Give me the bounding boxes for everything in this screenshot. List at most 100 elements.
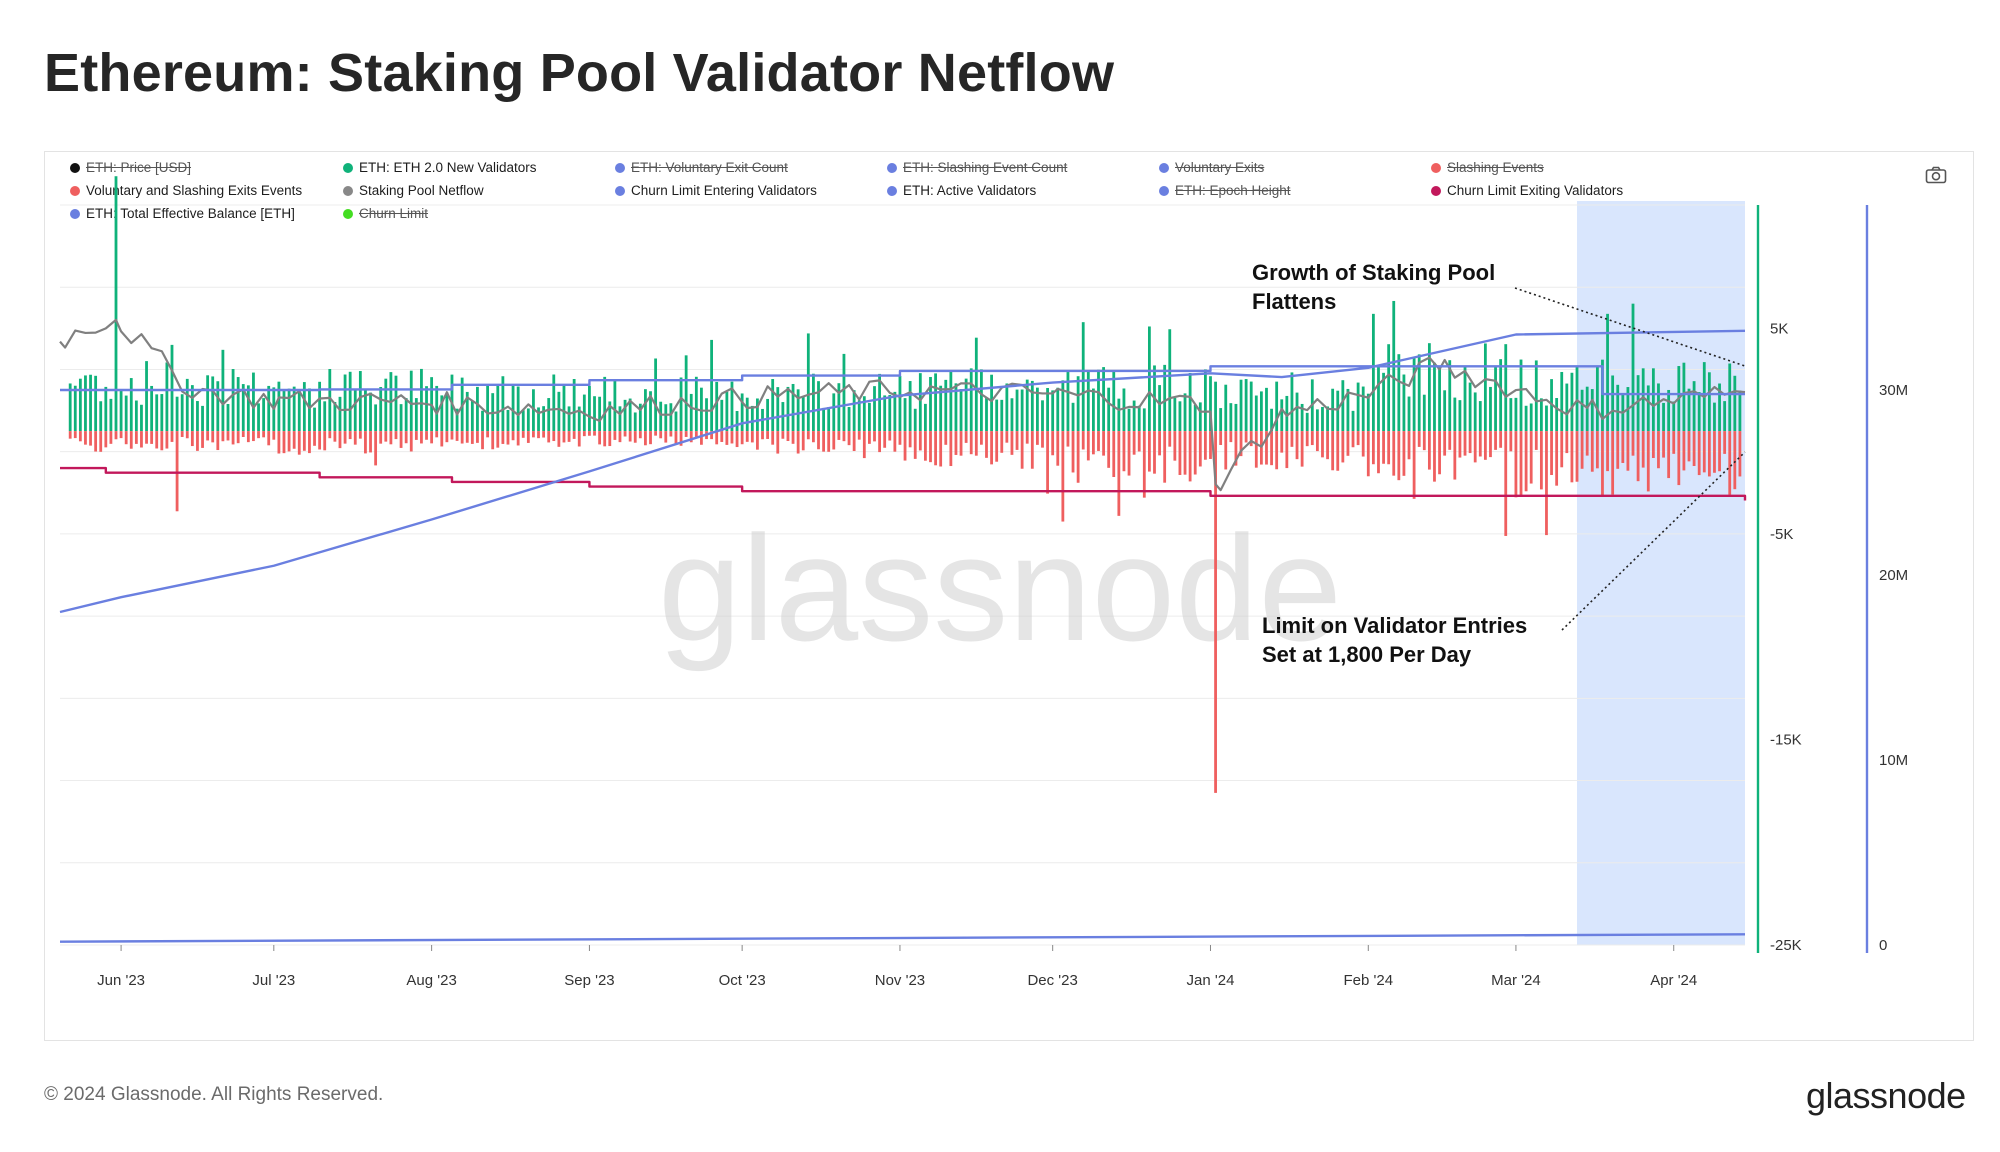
exits-bar (486, 431, 490, 438)
exits-bar (1524, 431, 1528, 492)
new-validators-bar (353, 389, 357, 432)
new-validators-bar (1713, 402, 1716, 432)
exits-bar (257, 431, 260, 439)
exits-bar (659, 431, 663, 439)
legend-item[interactable]: ETH: ETH 2.0 New Validators (343, 160, 537, 175)
new-validators-bar (1402, 374, 1406, 432)
legend-item[interactable]: Staking Pool Netflow (343, 183, 484, 198)
legend-item[interactable]: ETH: Voluntary Exit Count (615, 160, 788, 175)
exits-bar (1061, 431, 1065, 522)
new-validators-bar (598, 396, 602, 432)
exits-bar (812, 431, 815, 443)
legend-item[interactable]: Churn Limit Exiting Validators (1431, 183, 1623, 198)
exits-bar (1443, 431, 1447, 456)
exits-bar (1198, 431, 1202, 467)
exits-bar (1412, 431, 1416, 499)
new-validators-bar (1565, 383, 1569, 432)
exits-bar (1463, 431, 1467, 456)
exits-bar (1392, 431, 1396, 476)
exits-bar (750, 431, 754, 443)
new-validators-bar (603, 376, 607, 432)
exits-bar (1239, 431, 1243, 457)
new-validators-bar (1076, 376, 1080, 432)
new-validators-bar (328, 369, 332, 432)
new-validators-bar (486, 385, 490, 432)
exits-bar (1097, 431, 1100, 451)
new-validators-bar (104, 386, 108, 432)
exits-bar (1606, 431, 1609, 472)
exits-bar (684, 431, 688, 437)
exits-bar (119, 431, 123, 439)
legend-item[interactable]: Voluntary and Slashing Exits Events (70, 183, 302, 198)
x-tick-label: Aug '23 (406, 972, 456, 989)
new-validators-bar (175, 396, 179, 432)
new-validators-bar (1682, 362, 1686, 432)
exits-bar (231, 431, 235, 445)
exits-bar (582, 431, 586, 437)
exits-bar (1209, 431, 1212, 459)
new-validators-bar (959, 389, 963, 432)
new-validators-bar (1005, 383, 1009, 432)
new-validators-bar (1463, 366, 1467, 432)
exits-bar (318, 431, 322, 450)
new-validators-bar (552, 374, 556, 432)
new-validators-bar (1259, 391, 1263, 432)
new-validators-bar (1224, 384, 1228, 432)
new-validators-bar (1275, 381, 1279, 432)
exits-bar (878, 431, 881, 453)
new-validators-bar (521, 410, 525, 432)
new-validators-bar (1646, 385, 1650, 432)
legend-item[interactable]: ETH: Price [USD] (70, 160, 191, 175)
legend-item[interactable]: ETH: Epoch Height (1159, 183, 1291, 198)
camera-icon[interactable] (1925, 166, 1947, 184)
new-validators-bar (511, 385, 515, 432)
exits-bar (1382, 431, 1385, 464)
exits-bar (1147, 431, 1151, 472)
new-validators-bar (1738, 390, 1742, 432)
new-validators-bar (644, 389, 647, 432)
exits-bar (1545, 431, 1548, 536)
new-validators-bar (898, 375, 902, 432)
new-validators-bar (425, 386, 428, 432)
new-validators-bar (246, 385, 250, 432)
exits-bar (521, 431, 525, 438)
legend-item[interactable]: Slashing Events (1431, 160, 1544, 175)
exits-bar (1183, 431, 1187, 475)
new-validators-bar (847, 407, 851, 432)
exits-bar (1707, 431, 1711, 477)
exits-bar (842, 431, 846, 442)
new-validators-bar (929, 376, 932, 432)
new-validators-bar (990, 374, 993, 432)
exits-bar (1331, 431, 1335, 471)
new-validators-bar (1061, 380, 1065, 432)
legend-dot-icon (887, 162, 897, 173)
exits-bar (1005, 431, 1009, 443)
new-validators-bar (1112, 371, 1116, 432)
exits-bar (873, 431, 876, 442)
exits-bar (934, 431, 937, 466)
annotation-line: Limit on Validator Entries (1262, 613, 1527, 638)
legend-item[interactable]: ETH: Slashing Event Count (887, 160, 1067, 175)
exits-bar (160, 431, 164, 451)
new-validators-bar (588, 385, 591, 432)
new-validators-bar (1219, 408, 1223, 432)
exits-bar (761, 431, 764, 440)
exits-bar (1137, 431, 1141, 452)
new-validators-bar (537, 407, 540, 432)
exits-bar (1371, 431, 1375, 465)
new-validators-bar (694, 376, 698, 432)
exits-bar (440, 431, 444, 447)
new-validators-bar (1285, 395, 1289, 432)
new-validators-bar (883, 395, 887, 432)
legend-item[interactable]: ETH: Total Effective Balance [ETH] (70, 206, 295, 221)
new-validators-bar (292, 386, 296, 432)
exits-bar (1539, 431, 1543, 490)
legend-item[interactable]: Churn Limit Entering Validators (615, 183, 817, 198)
new-validators-bar (796, 389, 800, 432)
legend-item[interactable]: Voluntary Exits (1159, 160, 1264, 175)
legend-item[interactable]: ETH: Active Validators (887, 183, 1036, 198)
new-validators-bar (1443, 390, 1447, 432)
exits-bar (1504, 431, 1508, 536)
legend-item[interactable]: Churn Limit (343, 206, 428, 221)
exits-bar (338, 431, 342, 449)
